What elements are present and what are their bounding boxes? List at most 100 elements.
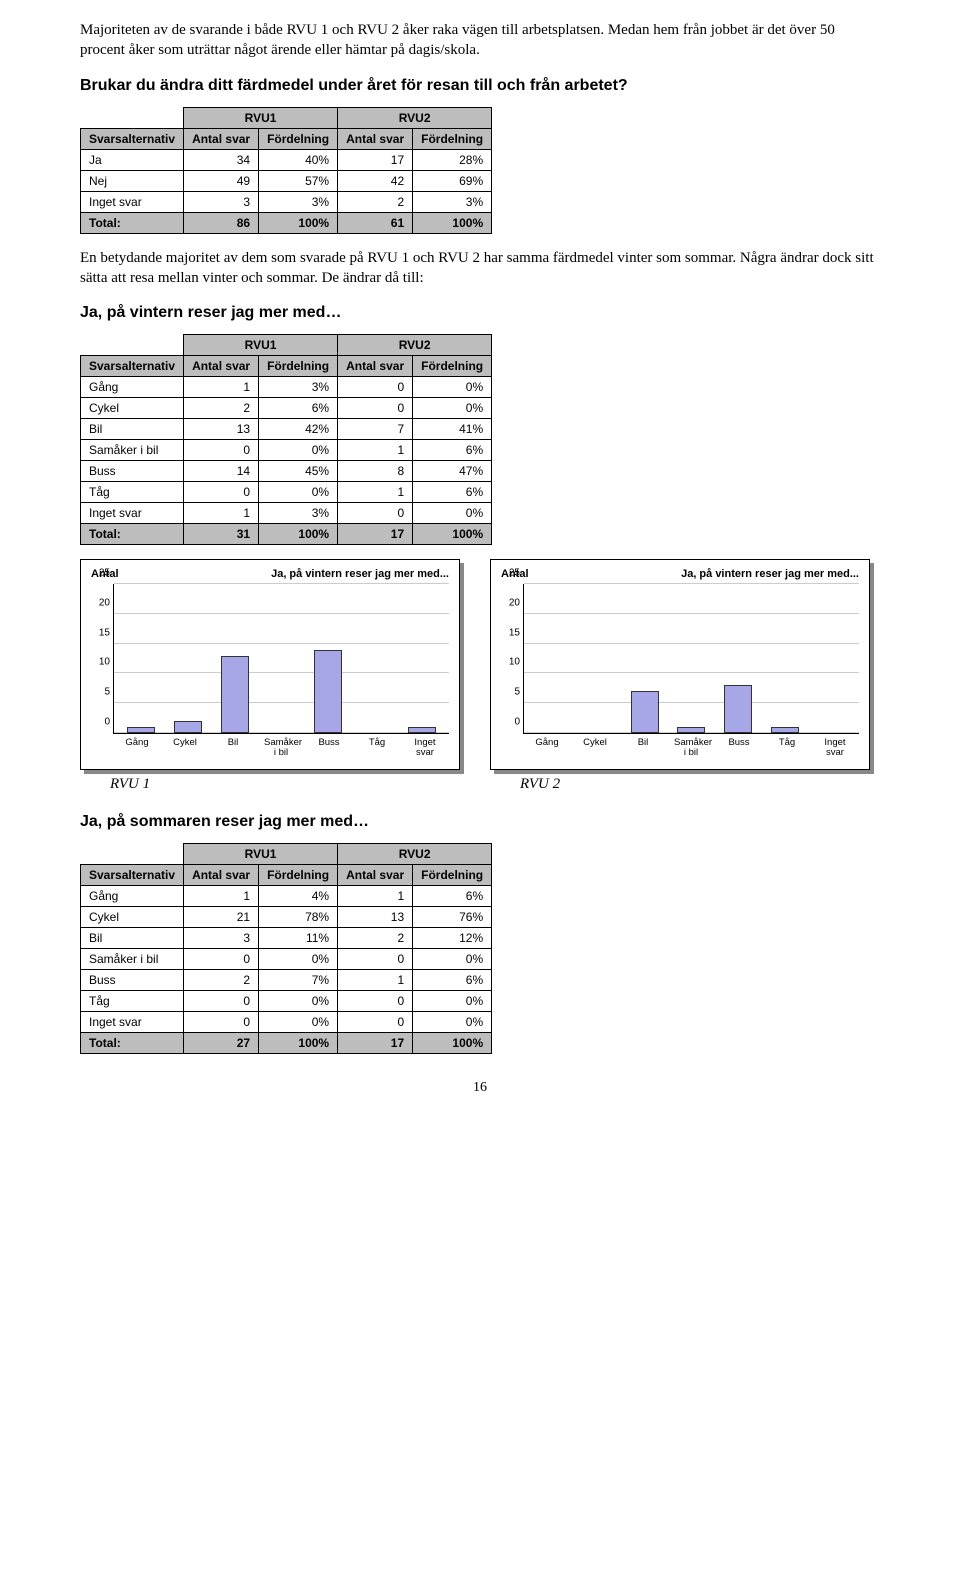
chart-xtick-label: Samåker i bil [264, 738, 298, 759]
chart-ytick-label: 0 [502, 717, 520, 728]
cell-value: 2 [338, 191, 413, 212]
table-row: Gång14%16% [81, 885, 492, 906]
cell-value: 45% [259, 461, 338, 482]
cell-value: 13 [338, 906, 413, 927]
chart-ytick-label: 0 [92, 717, 110, 728]
col-fordelning: Fördelning [259, 864, 338, 885]
cell-value: 3% [259, 191, 338, 212]
chart-bar [771, 727, 799, 733]
chart-ytick-label: 15 [502, 627, 520, 638]
cell-value: 0% [413, 1011, 492, 1032]
cell-value: 1 [338, 885, 413, 906]
cell-value: 78% [259, 906, 338, 927]
chart-captions: RVU 1 RVU 2 [80, 776, 880, 793]
cell-value: 7% [259, 969, 338, 990]
cell-value: 0 [338, 398, 413, 419]
cell-value: 1 [184, 503, 259, 524]
chart-rvu1: Antal Ja, på vintern reser jag mer med..… [80, 559, 460, 770]
chart-xtick-label: Bil [626, 738, 660, 759]
chart-xtick-label: Samåker i bil [674, 738, 708, 759]
chart-xtick-label: Tåg [360, 738, 394, 759]
intro-paragraph: Majoriteten av de svarande i både RVU 1 … [80, 20, 880, 61]
cell-value: 3% [259, 377, 338, 398]
table-row: Cykel2178%1376% [81, 906, 492, 927]
cell-value: 14 [184, 461, 259, 482]
row-label: Buss [81, 461, 184, 482]
col-antal-svar: Antal svar [338, 356, 413, 377]
cell-value: 6% [413, 969, 492, 990]
total-row: Total:31100%17100% [81, 524, 492, 545]
total-label: Total: [81, 524, 184, 545]
col-fordelning: Fördelning [259, 356, 338, 377]
chart-bar [677, 727, 705, 733]
chart-title: Ja, på vintern reser jag mer med... [681, 568, 859, 580]
col-group-rvu1: RVU1 [184, 335, 338, 356]
row-label: Gång [81, 885, 184, 906]
table-row: Buss27%16% [81, 969, 492, 990]
cell-value: 0 [184, 482, 259, 503]
row-label: Inget svar [81, 503, 184, 524]
row-label: Buss [81, 969, 184, 990]
table-row: Samåker i bil00%00% [81, 948, 492, 969]
cell-value: 100% [259, 212, 338, 233]
cell-value: 0 [338, 503, 413, 524]
chart-bar [724, 685, 752, 733]
row-label: Tåg [81, 990, 184, 1011]
cell-value: 49 [184, 170, 259, 191]
cell-value: 11% [259, 927, 338, 948]
chart-bar [631, 691, 659, 733]
cell-value: 41% [413, 419, 492, 440]
table-row: Tåg00%00% [81, 990, 492, 1011]
row-label: Tåg [81, 482, 184, 503]
cell-value: 3% [413, 191, 492, 212]
chart-bar [221, 656, 249, 733]
chart-bars [114, 584, 449, 733]
cell-value: 1 [338, 969, 413, 990]
table-row: Inget svar00%00% [81, 1011, 492, 1032]
cell-value: 47% [413, 461, 492, 482]
cell-value: 0 [184, 948, 259, 969]
chart-xtick-label: Tåg [770, 738, 804, 759]
col-fordelning: Fördelning [259, 128, 338, 149]
cell-value: 100% [413, 1032, 492, 1053]
cell-value: 0 [338, 990, 413, 1011]
chart-ytick-label: 20 [92, 597, 110, 608]
cell-value: 100% [259, 524, 338, 545]
row-label: Ja [81, 149, 184, 170]
mid-paragraph: En betydande majoritet av dem som svarad… [80, 248, 880, 289]
cell-value: 1 [338, 482, 413, 503]
col-antal-svar: Antal svar [338, 864, 413, 885]
cell-value: 0% [413, 948, 492, 969]
cell-value: 0% [259, 440, 338, 461]
cell-value: 28% [413, 149, 492, 170]
table-row: Bil1342%741% [81, 419, 492, 440]
cell-value: 42 [338, 170, 413, 191]
cell-value: 3 [184, 927, 259, 948]
chart-ytick-label: 20 [502, 597, 520, 608]
chart-bars [524, 584, 859, 733]
question-3-heading: Ja, på sommaren reser jag mer med… [80, 813, 880, 831]
chart-ytick-label: 25 [502, 568, 520, 579]
cell-value: 17 [338, 149, 413, 170]
cell-value: 21 [184, 906, 259, 927]
page-number: 16 [80, 1080, 880, 1096]
total-label: Total: [81, 212, 184, 233]
cell-value: 6% [413, 482, 492, 503]
chart-ytick-label: 10 [92, 657, 110, 668]
col-group-rvu2: RVU2 [338, 843, 492, 864]
cell-value: 2 [184, 398, 259, 419]
chart-ytick-label: 25 [92, 568, 110, 579]
table-row: Tåg00%16% [81, 482, 492, 503]
chart-xtick-label: Bil [216, 738, 250, 759]
cell-value: 17 [338, 1032, 413, 1053]
total-label: Total: [81, 1032, 184, 1053]
chart-rvu2: Antal Ja, på vintern reser jag mer med..… [490, 559, 870, 770]
cell-value: 2 [338, 927, 413, 948]
chart-xtick-label: Gång [120, 738, 154, 759]
row-label: Cykel [81, 906, 184, 927]
cell-value: 4% [259, 885, 338, 906]
cell-value: 0 [338, 377, 413, 398]
row-label: Bil [81, 927, 184, 948]
row-label: Gång [81, 377, 184, 398]
col-antal-svar: Antal svar [184, 864, 259, 885]
